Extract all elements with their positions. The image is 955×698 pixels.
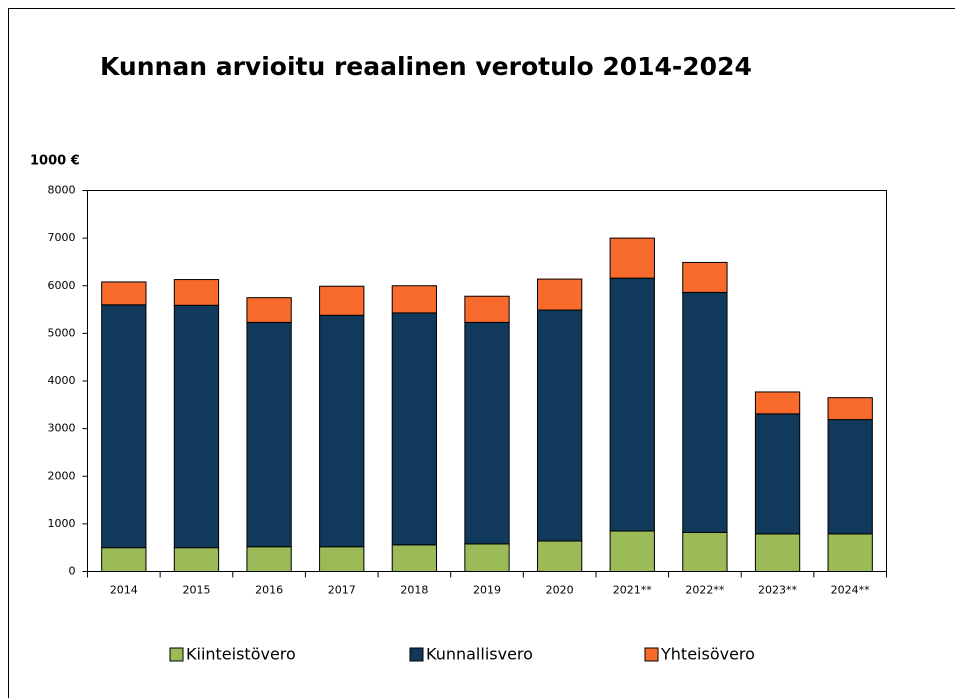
bar-segment xyxy=(609,277,655,532)
legend-label: Kiinteistövero xyxy=(186,645,296,664)
bar-segment xyxy=(536,278,583,311)
bar-segment xyxy=(754,413,801,535)
bar-segment xyxy=(682,261,728,293)
bar-segment xyxy=(609,237,655,279)
x-tick-label: 2017 xyxy=(328,584,356,597)
bar-segment xyxy=(464,543,510,573)
bar-segment xyxy=(464,321,510,545)
bar-segment xyxy=(101,547,147,572)
y-tick-label: 1000 xyxy=(48,517,76,530)
x-tick-label: 2020 xyxy=(546,584,574,597)
bar-segment xyxy=(536,540,583,573)
legend-label: Yhteisövero xyxy=(660,645,755,664)
legend-swatch xyxy=(409,647,424,662)
x-tick-label: 2014 xyxy=(110,584,138,597)
chart-title: Kunnan arvioitu reaalinen verotulo 2014-… xyxy=(100,52,752,81)
x-tick-label: 2016 xyxy=(255,584,283,597)
y-tick-label: 6000 xyxy=(48,279,76,292)
bar-segment xyxy=(754,533,801,572)
bar-segment xyxy=(246,546,292,572)
bar-segment xyxy=(319,546,365,572)
legend-swatch xyxy=(169,647,184,662)
bar-segment xyxy=(101,304,147,549)
bar-segment xyxy=(101,281,147,306)
bar-segment xyxy=(827,419,873,535)
bar-segment xyxy=(682,531,728,573)
x-tick-label: 2015 xyxy=(182,584,210,597)
bar-segment xyxy=(754,391,801,415)
bar-segment xyxy=(391,312,438,546)
y-tick-label: 2000 xyxy=(48,469,76,482)
bar-segment xyxy=(464,295,510,323)
bar-segment xyxy=(246,321,292,548)
legend-label: Kunnallisvero xyxy=(426,645,533,664)
legend-swatch xyxy=(644,647,659,662)
x-tick-label: 2022** xyxy=(685,584,724,597)
x-tick-label: 2021** xyxy=(613,584,652,597)
bar-segment xyxy=(609,530,655,572)
bar-segment xyxy=(536,309,583,542)
bar-segment xyxy=(391,544,438,573)
x-tick-label: 2018 xyxy=(400,584,428,597)
y-tick-label: 5000 xyxy=(48,326,76,339)
bar-segment xyxy=(319,285,365,316)
bar-segment xyxy=(391,285,438,314)
bar-segment xyxy=(827,397,873,421)
bar-segment xyxy=(173,279,220,306)
bar-segment xyxy=(173,547,220,572)
bar-segment xyxy=(682,291,728,533)
bar-segment xyxy=(827,533,873,572)
bar-segment xyxy=(173,304,220,549)
y-tick-label: 4000 xyxy=(48,374,76,387)
bar-segment xyxy=(246,297,292,323)
y-tick-label: 8000 xyxy=(48,184,76,197)
bar-segment xyxy=(319,314,365,548)
y-tick-label: 0 xyxy=(69,565,76,578)
x-tick-label: 2023** xyxy=(758,584,797,597)
y-tick-label: 3000 xyxy=(48,422,76,435)
x-tick-label: 2024** xyxy=(831,584,870,597)
y-axis-label: 1000 € xyxy=(30,154,80,169)
x-tick-label: 2019 xyxy=(473,584,501,597)
y-tick-label: 7000 xyxy=(48,231,76,244)
